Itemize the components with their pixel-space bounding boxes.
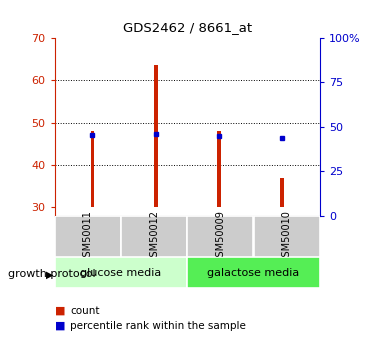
Text: growth protocol: growth protocol <box>8 269 96 279</box>
Text: GSM50009: GSM50009 <box>215 210 225 263</box>
Text: GSM50010: GSM50010 <box>282 210 292 263</box>
Text: ■: ■ <box>55 321 65 331</box>
Text: ■: ■ <box>55 306 65 315</box>
Text: ▶: ▶ <box>46 269 54 279</box>
Bar <box>55 257 187 288</box>
Text: galactose media: galactose media <box>207 268 300 277</box>
Bar <box>254 216 320 257</box>
Bar <box>280 178 284 207</box>
Bar <box>154 66 158 207</box>
Bar <box>187 216 254 257</box>
Bar <box>90 131 94 207</box>
Text: glucose media: glucose media <box>80 268 161 277</box>
Text: GSM50012: GSM50012 <box>149 210 159 263</box>
Text: GSM50011: GSM50011 <box>83 210 93 263</box>
Bar <box>121 216 187 257</box>
Bar <box>217 131 221 207</box>
Title: GDS2462 / 8661_at: GDS2462 / 8661_at <box>122 21 252 34</box>
Text: count: count <box>70 306 100 315</box>
Text: percentile rank within the sample: percentile rank within the sample <box>70 321 246 331</box>
Bar <box>187 257 320 288</box>
Bar <box>55 216 121 257</box>
